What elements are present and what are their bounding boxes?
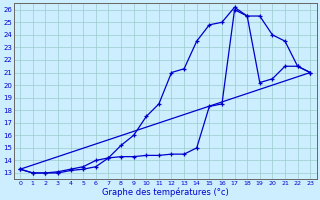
X-axis label: Graphe des températures (°c): Graphe des températures (°c)	[102, 187, 228, 197]
